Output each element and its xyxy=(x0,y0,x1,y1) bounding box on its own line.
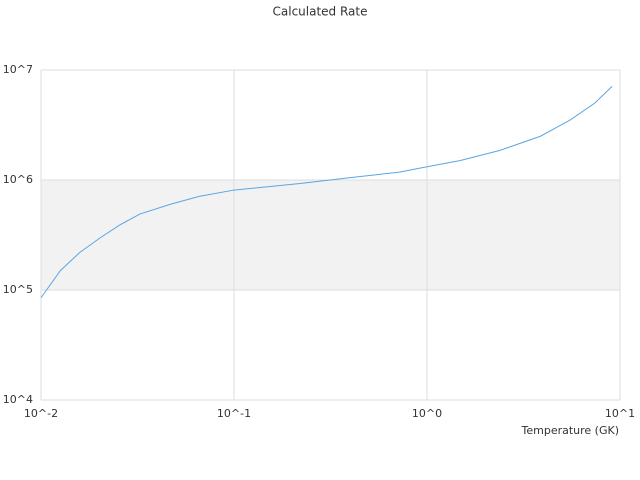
x-tick-label: 10^-1 xyxy=(217,407,251,420)
y-tick-label: 10^4 xyxy=(3,393,33,406)
data-line xyxy=(40,86,613,299)
y-tick-label: 10^6 xyxy=(3,173,33,186)
x-tick-label: 10^-2 xyxy=(24,407,58,420)
x-tick-label: 10^1 xyxy=(605,407,635,420)
y-tick-label: 10^7 xyxy=(3,63,33,76)
x-axis-label: Temperature (GK) xyxy=(521,424,620,437)
chart-title: Calculated Rate xyxy=(273,5,368,19)
x-tick-label: 10^0 xyxy=(412,407,442,420)
grid-band xyxy=(41,180,620,290)
y-tick-label: 10^5 xyxy=(3,283,33,296)
